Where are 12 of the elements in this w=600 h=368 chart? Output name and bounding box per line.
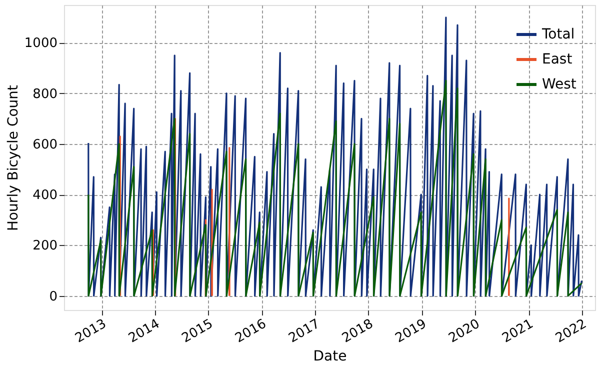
legend-label: East xyxy=(542,52,573,68)
x-axis-title: Date xyxy=(313,348,347,364)
y-tick-label: 400 xyxy=(32,188,58,204)
y-axis-title: Hourly Bicycle Count xyxy=(5,84,22,232)
y-tick-label: 0 xyxy=(49,289,58,304)
legend-label: West xyxy=(542,76,577,92)
y-tick-label: 200 xyxy=(32,238,58,254)
y-tick-label: 800 xyxy=(32,86,58,102)
y-tick-label: 1000 xyxy=(24,36,58,52)
y-tick-label: 600 xyxy=(32,137,58,152)
line-series xyxy=(88,80,583,297)
legend-label: Total xyxy=(541,26,575,42)
